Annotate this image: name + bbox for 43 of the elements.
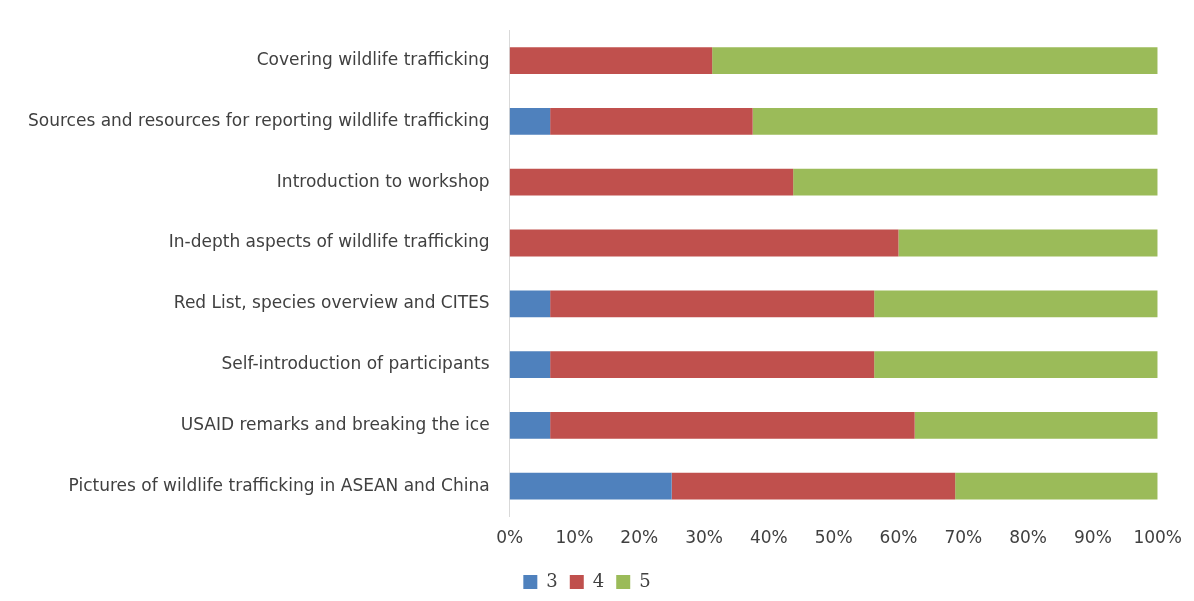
bar — [550, 290, 875, 318]
y-tick-label: In-depth aspects of wildlife trafficking — [168, 231, 490, 252]
bar — [509, 472, 672, 500]
y-tick-label: Self-introduction of participants — [221, 353, 490, 374]
x-tick-label: 50% — [814, 527, 853, 548]
bar — [793, 168, 1158, 196]
legend-label: 4 — [592, 569, 605, 591]
y-tick-label: Covering wildlife trafficking — [256, 49, 490, 70]
x-tick-label: 90% — [1073, 527, 1112, 548]
bar — [874, 290, 1158, 318]
x-tick-label: 40% — [749, 527, 788, 548]
bar — [550, 351, 875, 378]
y-tick-label: Introduction to workshop — [276, 170, 490, 191]
bar — [898, 229, 1158, 257]
bar — [550, 412, 915, 439]
bar — [955, 472, 1158, 500]
y-tick-label: Red List, species overview and CITES — [173, 292, 490, 313]
bar — [914, 412, 1158, 439]
x-tick-label: 100% — [1133, 527, 1182, 548]
bar — [874, 351, 1158, 378]
legend-label: 5 — [639, 569, 651, 591]
legend-label: 3 — [546, 569, 558, 591]
x-tick-label: 80% — [1009, 527, 1047, 548]
x-tick-label: 30% — [685, 527, 723, 548]
y-tick-label: USAID remarks and breaking the ice — [180, 413, 490, 434]
bar — [509, 290, 551, 318]
bar — [509, 229, 899, 257]
bar — [509, 168, 794, 196]
bar — [509, 108, 551, 135]
y-tick-label: Sources and resources for reporting wildlife trafficking — [28, 109, 490, 130]
x-tick-label: 0% — [496, 527, 524, 548]
bar — [550, 108, 753, 135]
x-tick-label: 20% — [620, 527, 659, 548]
x-tick-label: 60% — [879, 527, 918, 548]
bar — [712, 47, 1158, 74]
bar — [509, 47, 713, 74]
bar — [509, 412, 551, 439]
bar — [509, 351, 551, 378]
x-tick-label: 70% — [944, 527, 983, 548]
y-tick-label: Pictures of wildlife trafficking in ASEAN and China — [68, 474, 490, 495]
bar — [752, 108, 1158, 135]
x-tick-label: 10% — [555, 527, 594, 548]
bar — [671, 472, 956, 500]
